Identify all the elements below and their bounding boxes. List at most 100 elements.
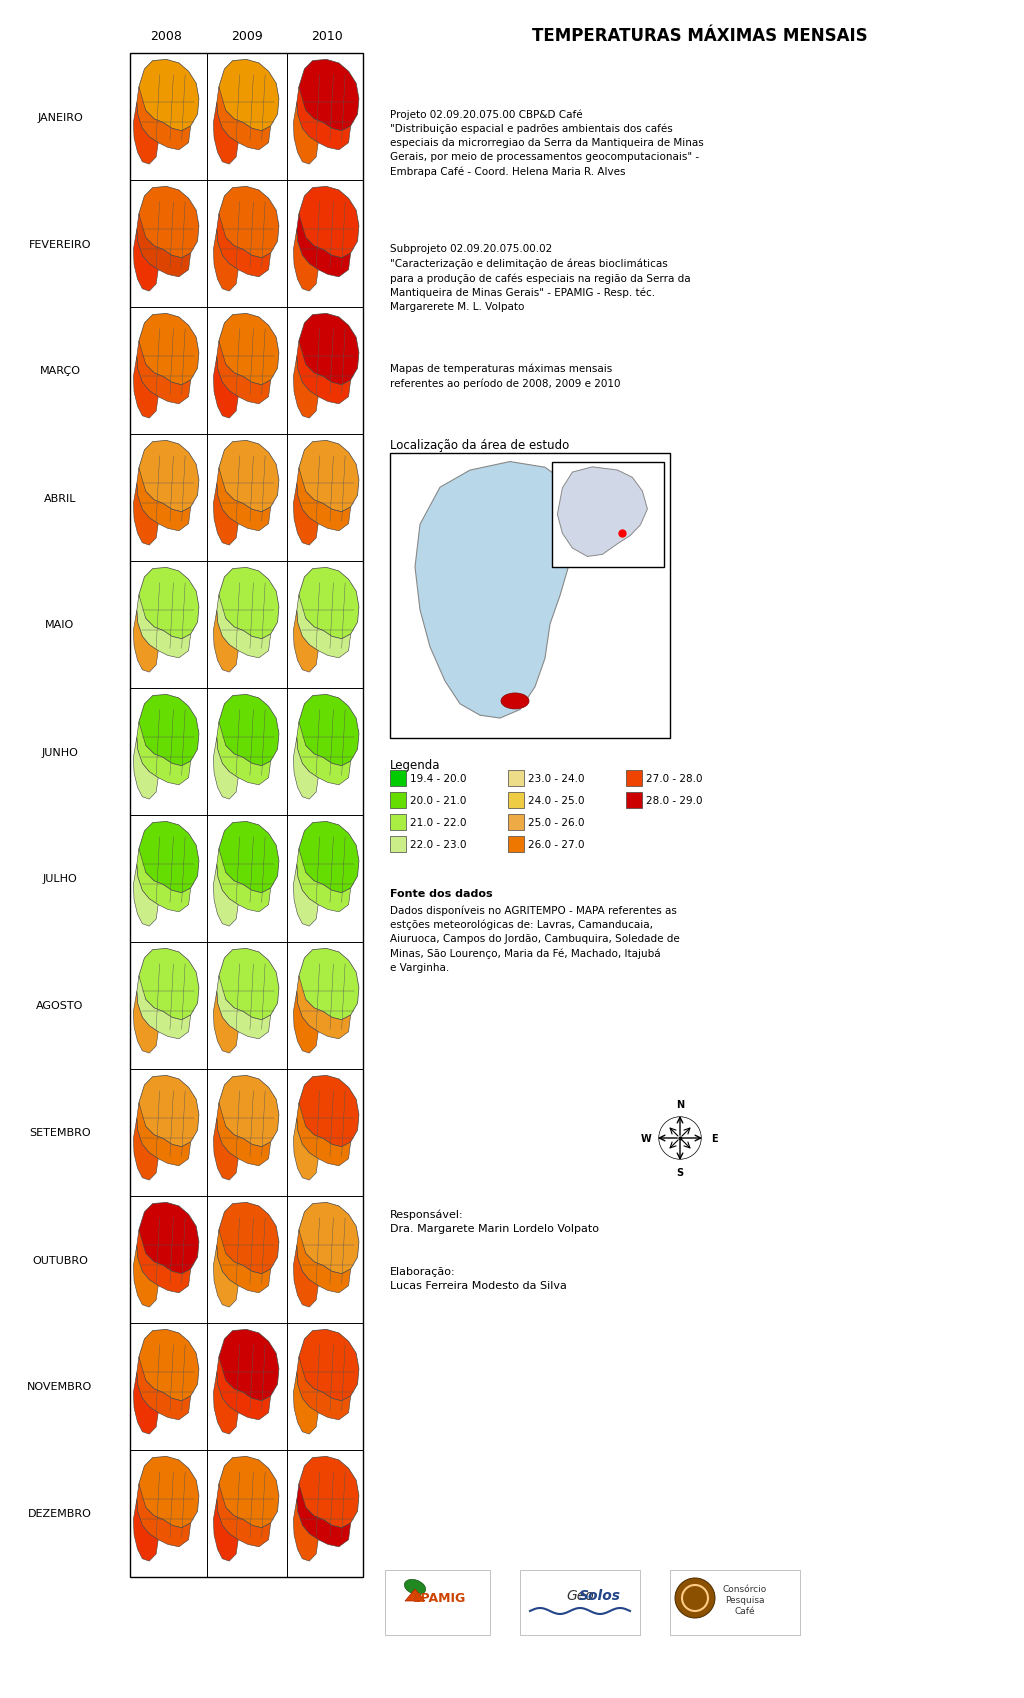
Text: DEZEMBRO: DEZEMBRO xyxy=(28,1508,92,1518)
Text: 24.0 - 25.0: 24.0 - 25.0 xyxy=(528,796,585,805)
Bar xyxy=(212,185,281,304)
Polygon shape xyxy=(133,611,159,672)
Text: JANEIRO: JANEIRO xyxy=(37,112,83,122)
Polygon shape xyxy=(297,469,350,531)
Bar xyxy=(390,837,406,852)
Bar xyxy=(626,771,642,786)
Bar xyxy=(212,438,281,557)
Polygon shape xyxy=(137,1104,190,1167)
Bar xyxy=(292,1453,361,1572)
Bar xyxy=(132,693,201,812)
Polygon shape xyxy=(294,104,318,165)
Bar xyxy=(292,1073,361,1192)
Bar xyxy=(292,693,361,812)
Polygon shape xyxy=(133,1372,159,1435)
Bar xyxy=(390,793,406,808)
Polygon shape xyxy=(219,61,279,132)
Polygon shape xyxy=(137,722,190,786)
Text: 26.0 - 27.0: 26.0 - 27.0 xyxy=(528,839,585,849)
Polygon shape xyxy=(137,1484,190,1547)
Polygon shape xyxy=(297,1484,350,1547)
Text: E: E xyxy=(711,1133,718,1143)
Bar xyxy=(212,1328,281,1447)
Polygon shape xyxy=(217,722,270,786)
Polygon shape xyxy=(133,1119,159,1180)
Polygon shape xyxy=(297,976,350,1039)
Polygon shape xyxy=(133,992,159,1053)
Bar xyxy=(212,946,281,1065)
Polygon shape xyxy=(297,1104,350,1167)
Text: FEVEREIRO: FEVEREIRO xyxy=(29,239,91,250)
Text: TEMPERATURAS MÁXIMAS MENSAIS: TEMPERATURAS MÁXIMAS MENSAIS xyxy=(532,27,867,44)
Bar xyxy=(212,1073,281,1192)
Bar xyxy=(292,565,361,684)
Text: 21.0 - 22.0: 21.0 - 22.0 xyxy=(410,817,467,827)
Polygon shape xyxy=(213,484,239,545)
Polygon shape xyxy=(133,864,159,927)
Polygon shape xyxy=(137,469,190,531)
Polygon shape xyxy=(299,1202,359,1274)
Bar xyxy=(508,815,524,830)
Polygon shape xyxy=(133,357,159,419)
Polygon shape xyxy=(217,341,270,404)
Polygon shape xyxy=(294,357,318,419)
Text: 20.0 - 21.0: 20.0 - 21.0 xyxy=(410,796,466,805)
Polygon shape xyxy=(299,1330,359,1401)
Polygon shape xyxy=(213,1119,239,1180)
Bar xyxy=(670,1571,800,1635)
Polygon shape xyxy=(294,484,318,545)
Polygon shape xyxy=(139,314,199,385)
Polygon shape xyxy=(297,1357,350,1420)
Text: NOVEMBRO: NOVEMBRO xyxy=(28,1382,92,1392)
Circle shape xyxy=(675,1577,715,1618)
Polygon shape xyxy=(294,739,318,800)
Polygon shape xyxy=(219,1202,279,1274)
Polygon shape xyxy=(297,596,350,659)
Bar xyxy=(292,1328,361,1447)
Bar xyxy=(212,58,281,177)
Polygon shape xyxy=(297,1229,350,1294)
Text: Fonte dos dados: Fonte dos dados xyxy=(390,888,493,898)
Text: EPAMIG: EPAMIG xyxy=(414,1591,467,1605)
Text: Café: Café xyxy=(734,1606,756,1615)
Polygon shape xyxy=(297,849,350,912)
Bar xyxy=(212,1200,281,1319)
Text: Geo: Geo xyxy=(566,1588,594,1601)
Bar xyxy=(132,1200,201,1319)
Bar xyxy=(132,1453,201,1572)
Bar xyxy=(132,1328,201,1447)
Polygon shape xyxy=(213,104,239,165)
Polygon shape xyxy=(137,849,190,912)
Polygon shape xyxy=(219,314,279,385)
Polygon shape xyxy=(139,1330,199,1401)
Bar xyxy=(520,1571,640,1635)
Polygon shape xyxy=(217,1104,270,1167)
Polygon shape xyxy=(133,1499,159,1560)
Polygon shape xyxy=(299,949,359,1020)
Text: AGOSTO: AGOSTO xyxy=(36,1000,84,1010)
Bar xyxy=(132,438,201,557)
Bar xyxy=(626,793,642,808)
Bar xyxy=(552,462,665,567)
Text: MARÇO: MARÇO xyxy=(40,367,81,377)
Polygon shape xyxy=(297,88,350,151)
Text: 2009: 2009 xyxy=(230,29,262,42)
Polygon shape xyxy=(299,187,359,258)
Text: 22.0 - 23.0: 22.0 - 23.0 xyxy=(410,839,467,849)
Text: Projeto 02.09.20.075.00 CBP&D Café
"Distribuição espacial e padrões ambientais d: Projeto 02.09.20.075.00 CBP&D Café "Dist… xyxy=(390,109,703,177)
Polygon shape xyxy=(213,739,239,800)
Text: 27.0 - 28.0: 27.0 - 28.0 xyxy=(646,774,702,783)
Polygon shape xyxy=(213,231,239,292)
Polygon shape xyxy=(219,187,279,258)
Text: JULHO: JULHO xyxy=(43,874,78,885)
Bar xyxy=(292,58,361,177)
Polygon shape xyxy=(217,469,270,531)
Text: 23.0 - 24.0: 23.0 - 24.0 xyxy=(528,774,585,783)
Polygon shape xyxy=(213,1499,239,1560)
Polygon shape xyxy=(133,1246,159,1307)
Polygon shape xyxy=(139,822,199,893)
Polygon shape xyxy=(219,1457,279,1528)
Polygon shape xyxy=(294,1499,318,1560)
Polygon shape xyxy=(294,1119,318,1180)
Polygon shape xyxy=(217,849,270,912)
